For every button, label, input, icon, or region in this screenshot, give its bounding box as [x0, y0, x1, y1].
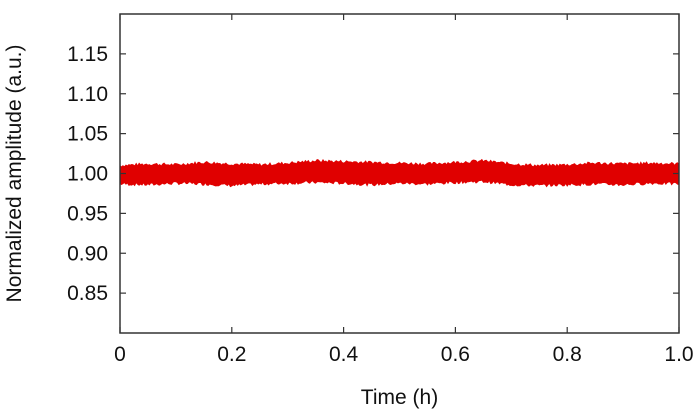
ticks-layer: 0 0.2 0.4 0.6 0.8 1.0 0.85 0.90 0.95 1.00 1.05 1.10…: [67, 14, 694, 366]
y-tick-label: 1.10: [67, 83, 108, 106]
y-tick-label: 1.00: [67, 163, 108, 186]
x-tick-label: 0.4: [329, 343, 359, 366]
y-tick-label: 1.05: [67, 123, 108, 146]
y-tick-label: 0.95: [67, 202, 108, 225]
x-tick-label: 1.0: [664, 343, 693, 366]
x-tick-label: 0.8: [553, 343, 582, 366]
y-tick-label: 0.90: [67, 242, 108, 265]
series-band: [119, 158, 680, 188]
x-tick-label: 0: [114, 343, 126, 366]
y-tick-label: 1.15: [67, 43, 108, 66]
y-axis-title: Normalized amplitude (a.u.): [3, 45, 26, 303]
x-tick-label: 0.6: [441, 343, 470, 366]
y-tick-label: 0.85: [67, 282, 108, 305]
x-axis-title: Time (h): [361, 386, 438, 409]
plot-layer: [119, 158, 680, 188]
x-tick-label: 0.2: [217, 343, 246, 366]
